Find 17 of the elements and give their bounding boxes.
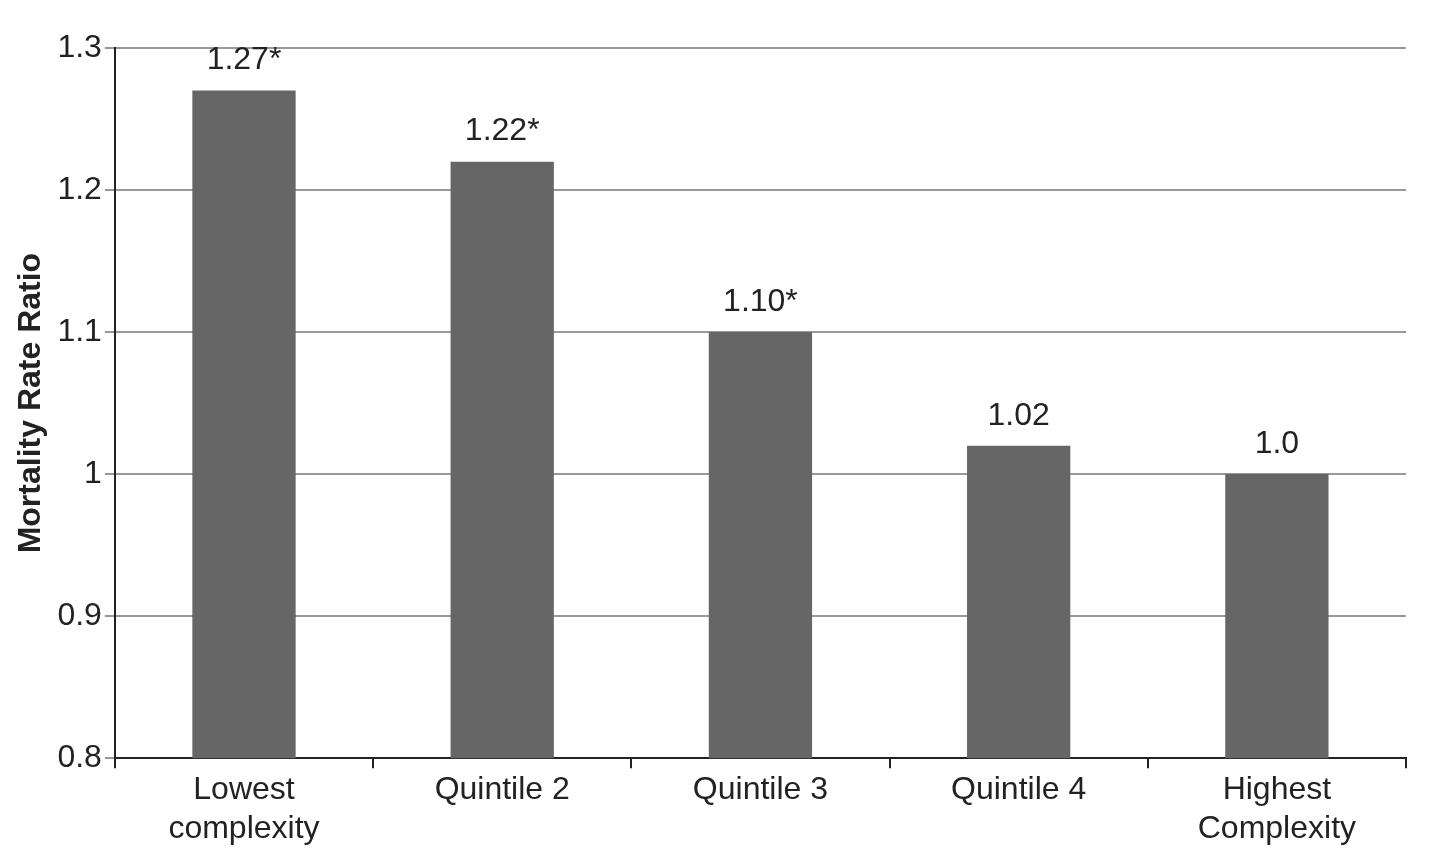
x-tick-label: Quintile 4 xyxy=(951,770,1087,807)
data-label: 1.27* xyxy=(206,40,282,77)
y-axis-title: Mortality Rate Ratio xyxy=(11,252,48,554)
y-tick-label: 1.2 xyxy=(57,169,102,206)
data-label: 1.22* xyxy=(464,111,540,148)
x-tick-label: Lowest complexity xyxy=(168,770,320,845)
y-tick-label: 0.9 xyxy=(57,595,102,632)
data-label: 1.02 xyxy=(987,395,1050,432)
x-tick-label: Highest Complexity xyxy=(1197,770,1357,845)
data-label: 1.0 xyxy=(1254,423,1300,460)
x-tick-label: Quintile 2 xyxy=(434,770,570,807)
data-label: 1.10* xyxy=(723,281,798,318)
y-tick-label: 1 xyxy=(84,453,102,490)
y-tick-label: 1.1 xyxy=(57,311,102,348)
x-tick-label: Quintile 3 xyxy=(692,770,829,807)
y-tick-label: 1.3 xyxy=(57,27,102,64)
y-tick-label: 0.8 xyxy=(57,738,102,775)
